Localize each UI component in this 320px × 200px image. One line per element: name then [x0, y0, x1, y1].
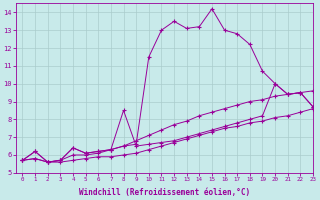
X-axis label: Windchill (Refroidissement éolien,°C): Windchill (Refroidissement éolien,°C): [79, 188, 250, 197]
